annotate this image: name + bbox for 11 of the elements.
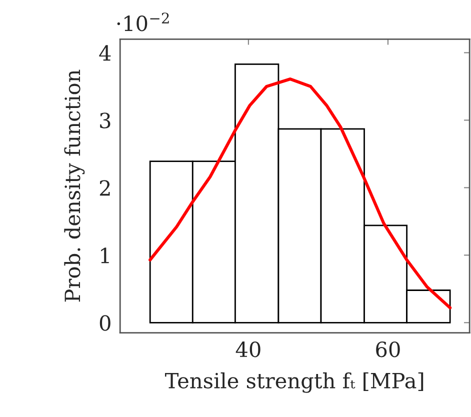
y-tick-label: 4 xyxy=(99,45,111,61)
y-tick-label: 3 xyxy=(100,112,110,128)
y-tick-label: 2 xyxy=(100,180,110,196)
x-tick-label: 40 xyxy=(236,341,260,358)
line-series xyxy=(148,77,452,310)
text: ·10$^{−2}$ xyxy=(117,12,169,32)
x-tick-label: 60 xyxy=(376,341,400,358)
x-axis-title: Tensile strength fₜ [MPa] xyxy=(165,372,424,393)
y-tick-label: 0 xyxy=(100,315,110,331)
y-axis-title: Prob. density function xyxy=(64,70,85,302)
y-tick-label: 1 xyxy=(101,248,109,264)
